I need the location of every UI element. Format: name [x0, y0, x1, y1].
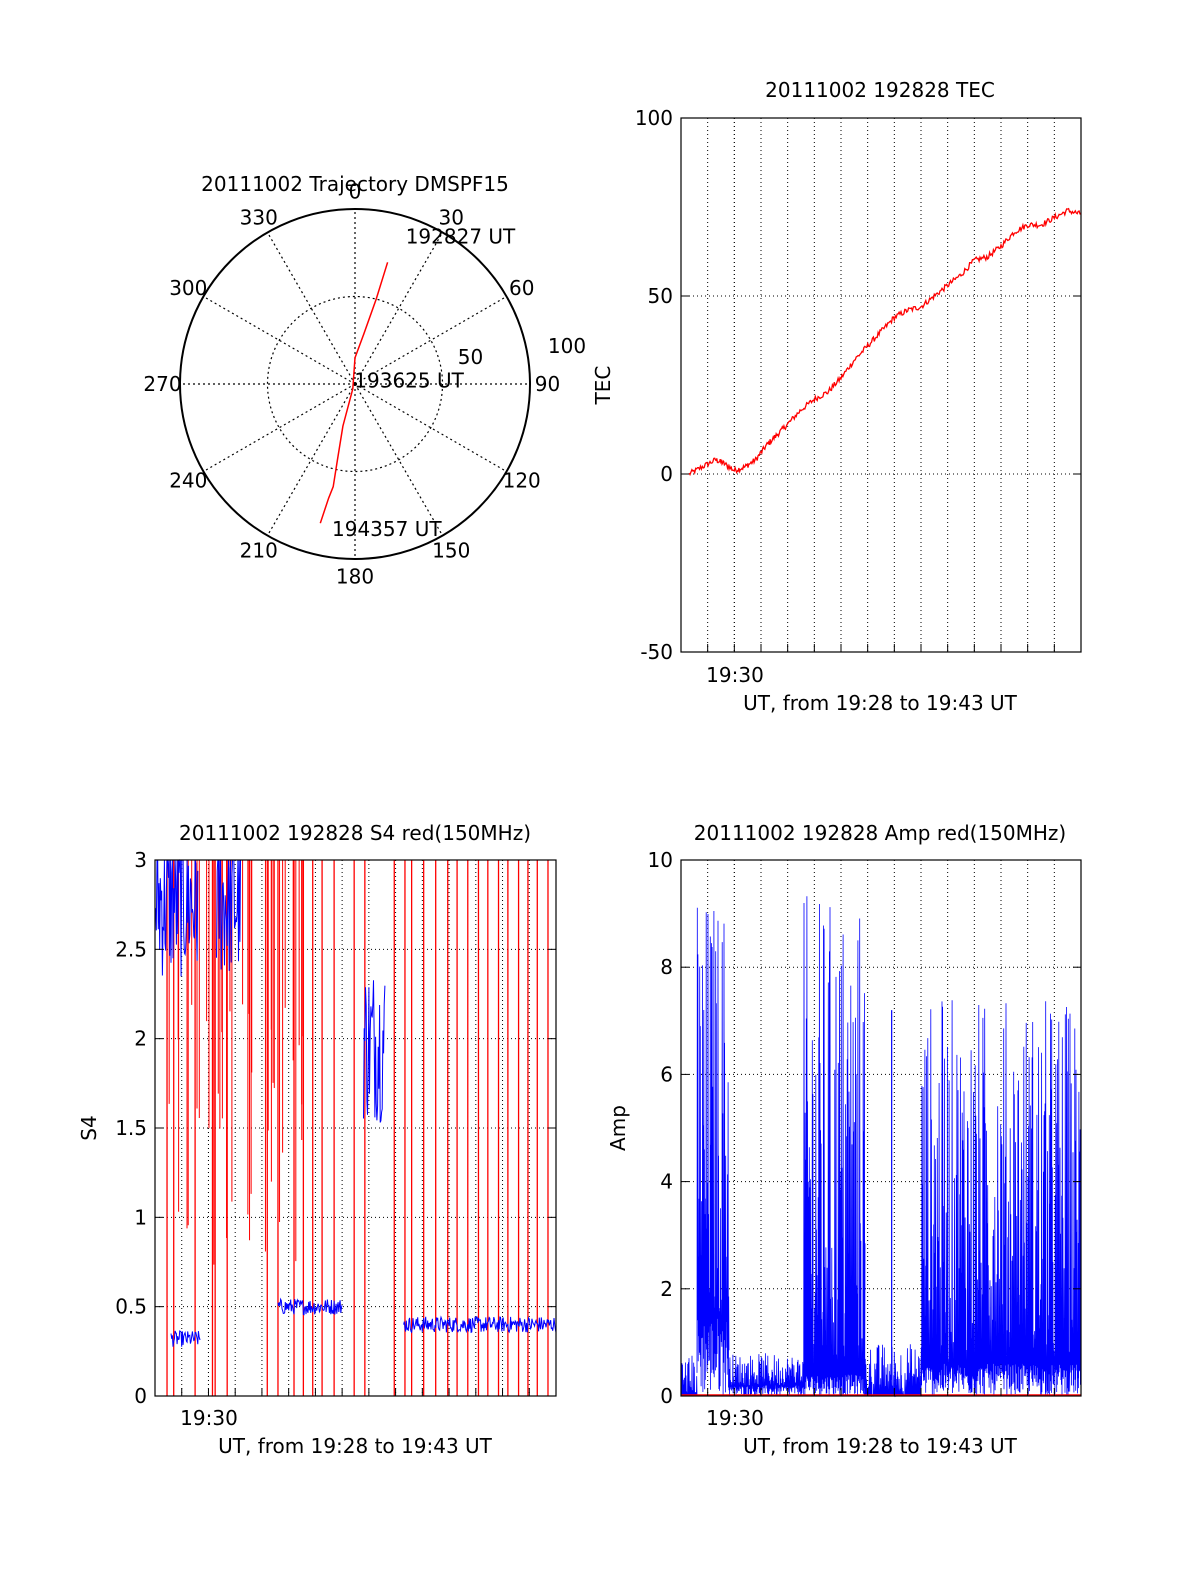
polar-spoke: [354, 383, 507, 473]
polar-angle-tick: 0: [349, 180, 362, 204]
ytick-label: 0: [660, 462, 673, 486]
trajectory-annotation: 192827 UT: [406, 225, 516, 249]
amp-xtick-label: 19:30: [706, 1406, 764, 1430]
polar-angle-tick: 300: [169, 276, 207, 300]
polar-angle-tick: 240: [169, 468, 207, 492]
polar-spoke: [266, 232, 356, 385]
polar-angle-tick: 150: [432, 539, 470, 563]
polar-spoke: [354, 383, 444, 536]
polar-title: 20111002 Trajectory DMSPF15: [201, 172, 509, 196]
amp-blue-trace: [803, 896, 866, 1396]
tec-series-line: [688, 207, 1082, 477]
ytick-label: 100: [635, 106, 673, 130]
amp-blue-trace: [920, 1000, 1082, 1396]
ytick-label: 8: [660, 955, 673, 979]
trajectory-annotation: 193625 UT: [354, 369, 464, 393]
plot-frame: [680, 859, 1082, 1397]
tec-xlabel: UT, from 19:28 to 19:43 UT: [743, 691, 1018, 715]
s4-xlabel: UT, from 19:28 to 19:43 UT: [218, 1434, 493, 1458]
ytick-label: 4: [660, 1170, 673, 1194]
polar-angle-tick: 180: [336, 565, 374, 589]
tec-chart: 20111002 192828 TEC TEC UT, from 19:28 t…: [591, 78, 1082, 715]
s4-blue-trace: [277, 1297, 343, 1316]
tec-ylabel: TEC: [591, 366, 615, 406]
s4-blue-trace: [403, 1315, 557, 1334]
s4-blue-trace: [363, 980, 386, 1123]
polar-angle-tick: 270: [143, 372, 181, 396]
ytick-label: 0.5: [115, 1295, 147, 1319]
ytick-label: 0: [134, 1384, 147, 1408]
amp-ylabel: Amp: [606, 1105, 630, 1151]
polar-angle-tick: 120: [503, 468, 541, 492]
amp-xlabel: UT, from 19:28 to 19:43 UT: [743, 1434, 1018, 1458]
ytick-label: 2: [660, 1277, 673, 1301]
s4-chart: 20111002 192828 S4 red(150MHz) S4 UT, fr…: [77, 821, 557, 1458]
polar-angle-tick: 30: [439, 205, 464, 229]
polar-spoke: [266, 383, 356, 536]
amp-blue-trace: [728, 1353, 805, 1396]
polar-spoke: [354, 232, 444, 385]
tec-title: 20111002 192828 TEC: [765, 78, 995, 102]
ytick-label: 3: [134, 848, 147, 872]
tec-xtick-label: 19:30: [706, 663, 764, 687]
trajectory-polar-chart: 20111002 Trajectory DMSPF15 0 30 60 90 120 15…: [143, 172, 586, 589]
amp-title: 20111002 192828 Amp red(150MHz): [694, 821, 1066, 845]
polar-spoke: [203, 383, 356, 473]
polar-radial-tick: 100: [548, 334, 586, 358]
ytick-label: 1: [134, 1205, 147, 1229]
s4-title: 20111002 192828 S4 red(150MHz): [179, 821, 531, 845]
amp-blue-trace: [680, 1355, 698, 1397]
s4-blue-trace: [170, 1330, 201, 1347]
polar-angle-tick: 210: [240, 539, 278, 563]
amp-chart: 20111002 192828 Amp red(150MHz) Amp UT, …: [606, 821, 1082, 1458]
ytick-label: 6: [660, 1062, 673, 1086]
ytick-label: 50: [648, 284, 673, 308]
ytick-label: -50: [640, 640, 673, 664]
plot-frame: [680, 117, 1082, 653]
polar-ring: [266, 295, 444, 473]
ytick-label: 1.5: [115, 1116, 147, 1140]
trajectory-line: [319, 262, 389, 524]
polar-spoke: [354, 295, 507, 385]
amp-blue-trace: [864, 1344, 922, 1398]
polar-angle-tick: 90: [535, 372, 560, 396]
amp-blue-trace: [696, 907, 730, 1396]
ytick-label: 2: [134, 1027, 147, 1051]
ytick-label: 0: [660, 1384, 673, 1408]
s4-xtick-label: 19:30: [180, 1406, 238, 1430]
polar-outer-ring: [179, 208, 531, 560]
ytick-label: 2.5: [115, 937, 147, 961]
s4-blue-trace: [154, 859, 199, 977]
trajectory-annotation: 194357 UT: [332, 517, 442, 541]
plot-frame: [154, 859, 557, 1397]
polar-spoke: [203, 295, 356, 385]
s4-ylabel: S4: [77, 1115, 101, 1140]
polar-angle-tick: 60: [509, 276, 534, 300]
polar-radial-tick: 50: [458, 345, 483, 369]
polar-angle-tick: 330: [240, 205, 278, 229]
ytick-label: 10: [648, 848, 673, 872]
